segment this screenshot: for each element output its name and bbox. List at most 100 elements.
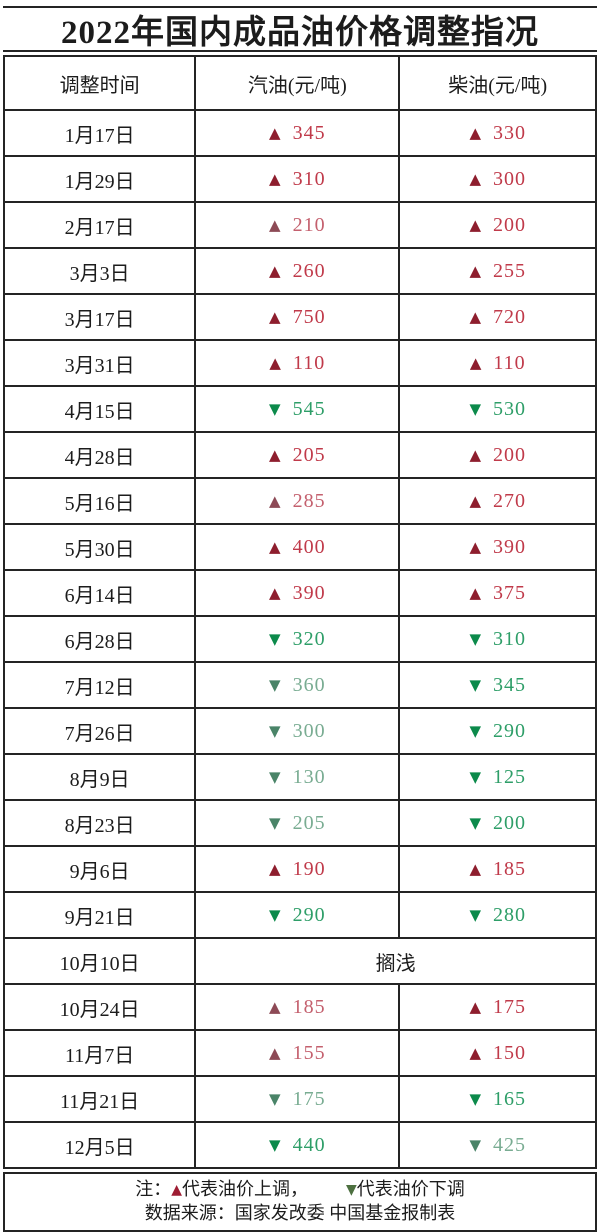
value-text: 210 [292, 213, 326, 236]
diesel-cell: ▼ 345 [398, 661, 597, 709]
down-triangle-icon: ▼ [469, 905, 481, 924]
value-text: 400 [292, 535, 326, 558]
table-row: 5月16日 ▲ 285 ▲ 270 [2, 477, 597, 525]
table-row: 1月17日 ▲ 345 ▲ 330 [2, 109, 597, 157]
value-text: 545 [292, 397, 326, 420]
date-cell: 11月21日 [2, 1075, 197, 1123]
diesel-cell: ▲ 255 [398, 247, 597, 295]
value-text: 110 [493, 351, 526, 374]
gasoline-cell: ▼ 300 [194, 707, 401, 755]
date-cell: 4月28日 [2, 431, 197, 479]
value-text: 290 [292, 903, 326, 926]
diesel-cell: ▲ 720 [398, 293, 597, 341]
down-triangle-icon: ▼ [469, 675, 481, 694]
table-row: 9月6日 ▲ 190 ▲ 185 [2, 845, 597, 893]
gasoline-cell: ▼ 360 [194, 661, 401, 709]
date-cell: 3月17日 [2, 293, 197, 341]
up-triangle-icon: ▲ [269, 997, 281, 1016]
down-triangle-icon: ▼ [469, 767, 481, 786]
header-row: 调整时间 汽油(元/吨) 柴油(元/吨) [2, 55, 597, 111]
value-text: 375 [492, 581, 526, 604]
diesel-cell: ▲ 375 [398, 569, 597, 617]
diesel-cell: ▲ 150 [398, 1029, 597, 1077]
up-triangle-icon: ▲ [469, 353, 482, 372]
up-triangle-icon: ▲ [269, 307, 281, 326]
table-row: 2月17日 ▲ 210 ▲ 200 [2, 201, 597, 249]
gasoline-cell: ▼ 290 [194, 891, 401, 939]
value-text: 300 [292, 719, 326, 742]
diesel-cell: ▲ 330 [398, 109, 597, 157]
up-triangle-icon: ▲ [469, 537, 481, 556]
table-row: 3月31日 ▲ 110 ▲ 110 [2, 339, 597, 387]
down-triangle-icon: ▼ [269, 813, 281, 832]
value-text: 165 [492, 1087, 526, 1110]
diesel-cell: ▲ 300 [398, 155, 597, 203]
down-triangle-icon: ▼ [469, 399, 481, 418]
table-row: 6月14日 ▲ 390 ▲ 375 [2, 569, 597, 617]
value-text: 185 [492, 857, 526, 880]
gasoline-cell: ▲ 310 [194, 155, 401, 203]
date-cell: 9月6日 [2, 845, 197, 893]
gasoline-cell: ▼ 440 [194, 1121, 401, 1169]
date-cell: 7月26日 [2, 707, 197, 755]
table-body: 1月17日 ▲ 345 ▲ 330 1月29日 ▲ 310 ▲ 300 2月17日 ▲ 210 ▲ 200 3… [2, 109, 597, 1169]
table-row: 12月5日 ▼ 440 ▼ 425 [2, 1121, 597, 1169]
value-text: 720 [492, 305, 526, 328]
table-row: 7月12日 ▼ 360 ▼ 345 [2, 661, 597, 709]
up-triangle-icon: ▲ [269, 353, 281, 372]
value-text: 200 [492, 811, 526, 834]
up-triangle-icon: ▲ [269, 859, 281, 878]
down-triangle-icon: ▼ [269, 905, 281, 924]
value-text: 330 [492, 121, 526, 144]
date-cell: 10月24日 [2, 983, 197, 1031]
table-row: 9月21日 ▼ 290 ▼ 280 [2, 891, 597, 939]
down-triangle-icon: ▼ [269, 767, 281, 786]
diesel-cell: ▲ 270 [398, 477, 597, 525]
table-row: 1月29日 ▲ 310 ▲ 300 [2, 155, 597, 203]
date-cell: 9月21日 [2, 891, 197, 939]
gasoline-cell: ▲ 210 [194, 201, 401, 249]
legend-down-text: 代表油价下调 [356, 1179, 465, 1199]
value-text: 310 [292, 167, 326, 190]
date-cell: 6月14日 [2, 569, 197, 617]
diesel-cell: ▼ 280 [398, 891, 597, 939]
value-text: 155 [292, 1041, 326, 1064]
value-text: 270 [492, 489, 526, 512]
up-triangle-icon: ▲ [469, 491, 481, 510]
date-cell: 3月3日 [2, 247, 197, 295]
up-triangle-icon: ▲ [469, 445, 481, 464]
down-triangle-icon: ▼ [469, 629, 481, 648]
value-text: 200 [492, 443, 526, 466]
column-header-diesel: 柴油(元/吨) [398, 55, 597, 111]
diesel-cell: ▼ 165 [398, 1075, 597, 1123]
up-triangle-icon: ▲ [269, 583, 281, 602]
value-text: 320 [292, 627, 326, 650]
value-text: 425 [492, 1133, 526, 1156]
gasoline-cell: ▼ 320 [194, 615, 401, 663]
up-triangle-icon: ▲ [171, 1182, 182, 1198]
up-triangle-icon: ▲ [269, 491, 281, 510]
diesel-cell: ▲ 200 [398, 201, 597, 249]
gasoline-cell: ▼ 130 [194, 753, 401, 801]
table-row: 10月10日 搁浅 [2, 937, 597, 985]
table-row: 4月28日 ▲ 205 ▲ 200 [2, 431, 597, 479]
table-row: 7月26日 ▼ 300 ▼ 290 [2, 707, 597, 755]
up-triangle-icon: ▲ [269, 445, 281, 464]
column-header-gasoline: 汽油(元/吨) [194, 55, 401, 111]
gasoline-cell: ▲ 110 [194, 339, 401, 387]
diesel-cell: ▲ 110 [398, 339, 597, 387]
diesel-cell: ▼ 310 [398, 615, 597, 663]
value-text: 125 [492, 765, 526, 788]
diesel-cell: ▼ 125 [398, 753, 597, 801]
column-header-date: 调整时间 [2, 55, 197, 111]
up-triangle-icon: ▲ [469, 169, 481, 188]
gasoline-cell: ▼ 545 [194, 385, 401, 433]
down-triangle-icon: ▼ [269, 675, 281, 694]
down-triangle-icon: ▼ [269, 721, 281, 740]
value-text: 310 [492, 627, 526, 650]
date-cell: 5月30日 [2, 523, 197, 571]
up-triangle-icon: ▲ [469, 583, 481, 602]
date-cell: 10月10日 [2, 937, 197, 985]
value-text: 390 [292, 581, 326, 604]
